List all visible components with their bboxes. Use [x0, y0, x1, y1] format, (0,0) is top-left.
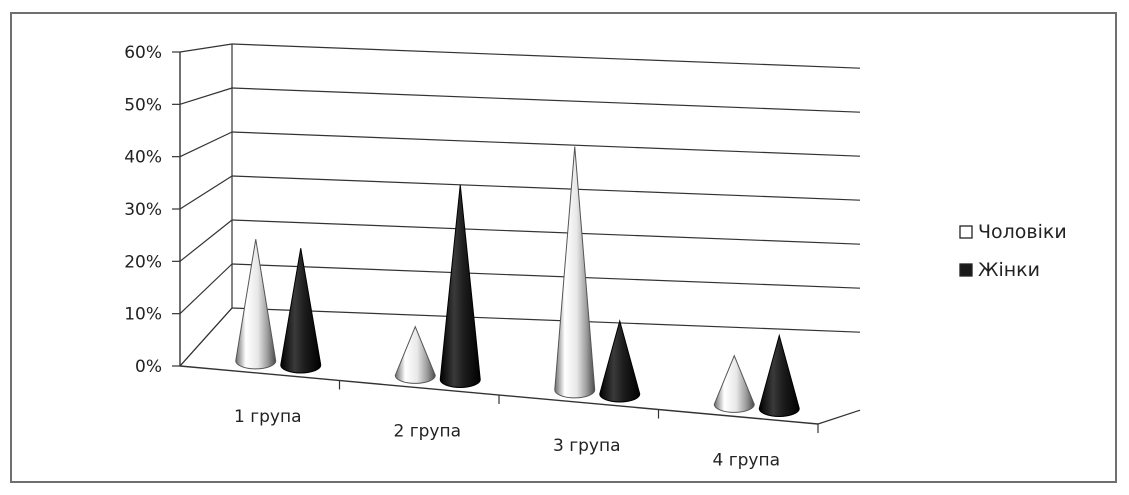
chart-frame [10, 12, 1117, 483]
legend-label: Жінки [978, 259, 1040, 281]
cone-body [439, 184, 481, 388]
gridline [231, 219, 861, 245]
cone-women [599, 319, 641, 403]
cone-body [554, 146, 596, 399]
category-label: 2 група [393, 421, 461, 441]
cone-women [439, 184, 481, 388]
cone-body [394, 325, 436, 384]
category-label: 4 група [712, 450, 780, 470]
legend-swatch [959, 225, 973, 239]
gridline [231, 307, 861, 333]
side-gridline [179, 87, 233, 105]
legend-label: Чоловіки [978, 221, 1067, 243]
cone-body [280, 248, 322, 374]
y-tick-label: 10% [124, 305, 162, 325]
cone-body [713, 354, 755, 413]
y-tick-label: 40% [124, 148, 162, 168]
side-gridline [179, 43, 233, 53]
cone-men [554, 146, 596, 399]
cone-women [280, 248, 322, 374]
gridline [231, 43, 861, 69]
y-tick-label: 0% [135, 357, 162, 377]
y-tick-label: 30% [124, 200, 162, 220]
cone-women [758, 333, 800, 417]
cone-body [235, 239, 277, 370]
floor-edge [817, 409, 861, 425]
gridline [231, 175, 861, 201]
side-gridline [179, 219, 233, 262]
cone-men [394, 325, 436, 384]
cone-men [713, 354, 755, 413]
gridline [231, 87, 861, 113]
cone-men [235, 239, 277, 370]
gridline [231, 263, 861, 289]
category-label: 3 група [553, 436, 621, 456]
cone-body [758, 333, 800, 417]
side-gridline [179, 175, 233, 210]
side-gridline [179, 131, 233, 158]
floor-side-edge [179, 307, 233, 367]
y-tick-label: 60% [124, 43, 162, 63]
category-label: 1 група [234, 407, 302, 427]
cone-body [599, 319, 641, 403]
gridline [231, 131, 861, 157]
side-gridline [179, 263, 233, 315]
y-tick-label: 20% [124, 252, 162, 272]
legend-swatch [959, 263, 973, 277]
legend: Чоловіки Жінки [959, 221, 1067, 281]
y-tick-label: 50% [124, 95, 162, 115]
